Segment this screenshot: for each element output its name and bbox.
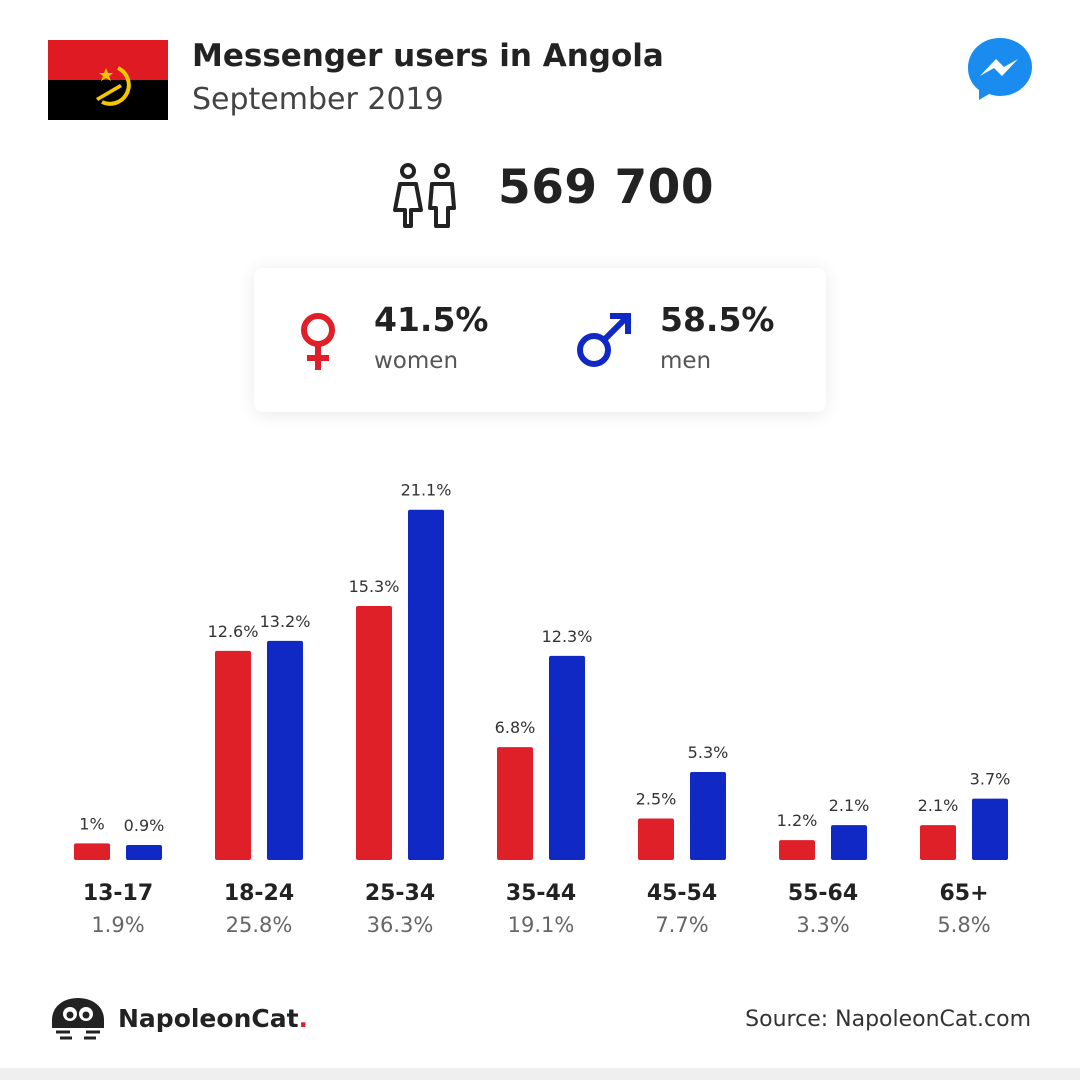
age-category-total: 19.1%	[508, 913, 575, 937]
bar-value-label: 2.1%	[918, 796, 959, 815]
bar-value-label: 12.6%	[208, 622, 259, 641]
bar-value-label: 2.1%	[829, 796, 870, 815]
bar-value-label: 21.1%	[401, 481, 452, 500]
bar-value-label: 12.3%	[542, 627, 593, 646]
age-category-total: 1.9%	[91, 913, 144, 937]
bottom-strip	[0, 1068, 1080, 1080]
bar-men-45-54	[690, 772, 726, 860]
bar-women-18-24	[215, 650, 251, 860]
age-category-total: 3.3%	[796, 913, 849, 937]
bar-value-label: 1.2%	[777, 811, 818, 830]
female-icon	[301, 313, 335, 370]
bar-men-55-64	[831, 825, 867, 860]
bar-value-label: 6.8%	[495, 718, 536, 737]
women-label: women	[374, 348, 459, 374]
bar-men-25-34	[408, 509, 444, 860]
men-percent: 58.5%	[660, 300, 775, 339]
brand-dot: .	[298, 1004, 309, 1033]
age-category-label: 18-24	[224, 881, 294, 906]
bar-value-label: 13.2%	[260, 612, 311, 631]
source-credit: Source: NapoleonCat.com	[745, 1007, 1031, 1032]
bar-women-35-44	[497, 747, 533, 860]
bar-women-55-64	[779, 840, 815, 860]
bar-women-45-54	[638, 818, 674, 860]
bar-women-25-34	[356, 606, 392, 860]
bar-women-13-17	[74, 843, 110, 860]
messenger-icon	[968, 38, 1032, 100]
brand-name: NapoleonCat.	[118, 1004, 308, 1033]
age-category-total: 7.7%	[655, 913, 708, 937]
page-title: Messenger users in Angola	[192, 38, 664, 74]
bar-men-18-24	[267, 640, 303, 860]
bar-value-label: 5.3%	[688, 743, 729, 762]
users-icon	[393, 163, 456, 228]
bar-value-label: 15.3%	[349, 577, 400, 596]
male-icon	[577, 313, 631, 367]
bar-value-label: 0.9%	[124, 816, 165, 835]
bar-value-label: 1%	[79, 814, 104, 833]
age-category-label: 13-17	[83, 881, 153, 906]
page-subtitle: September 2019	[192, 82, 444, 117]
bar-value-label: 3.7%	[970, 770, 1011, 789]
total-users: 569 700	[498, 160, 715, 215]
age-category-label: 55-64	[788, 881, 858, 906]
napoleoncat-logo-icon	[52, 998, 104, 1040]
gender-split-card: 41.5% women 58.5% men	[254, 268, 826, 412]
bar-women-65+	[920, 825, 956, 860]
men-label: men	[660, 348, 712, 374]
age-category-label: 45-54	[647, 881, 717, 906]
bar-value-label: 2.5%	[636, 790, 677, 809]
brand-text: NapoleonCat	[118, 1004, 299, 1033]
women-percent: 41.5%	[374, 300, 489, 339]
age-category-total: 25.8%	[226, 913, 293, 937]
age-category-label: 25-34	[365, 881, 435, 906]
age-category-label: 35-44	[506, 881, 576, 906]
angola-flag-icon	[48, 40, 168, 120]
age-category-total: 36.3%	[367, 913, 434, 937]
age-category-total: 5.8%	[937, 913, 990, 937]
age-category-label: 65+	[939, 881, 988, 906]
bar-men-13-17	[126, 845, 162, 860]
bar-men-65+	[972, 798, 1008, 860]
bar-men-35-44	[549, 655, 585, 860]
